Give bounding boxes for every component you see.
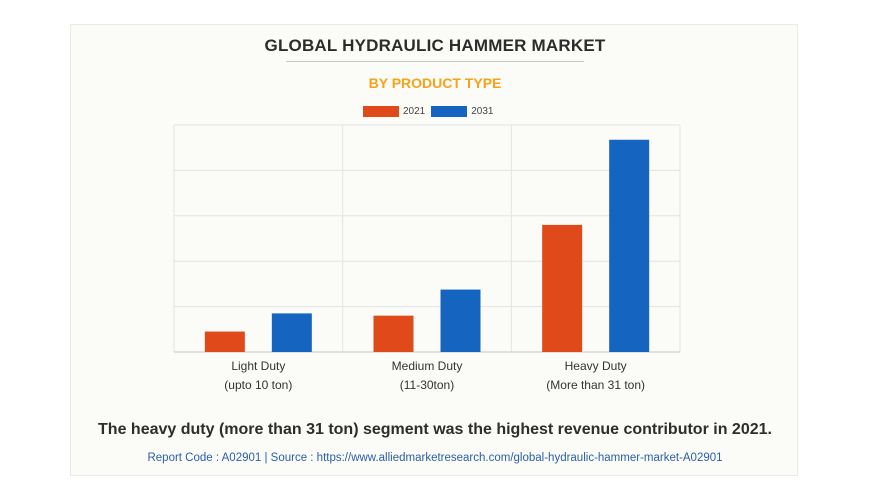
bar-2031-cat-1: [440, 289, 481, 352]
bar-2031-cat-0: [271, 313, 312, 352]
legend-swatch-2031: [431, 105, 468, 117]
chart-card: [70, 24, 798, 476]
key-takeaway: The heavy duty (more than 31 ton) segmen…: [98, 421, 772, 438]
x-tick-label-1-line-0: Medium Duty: [392, 359, 463, 373]
x-tick-label-1-line-1: (11-30ton): [400, 378, 454, 392]
legend-swatch-2021: [363, 105, 399, 117]
bar-2031-cat-2: [609, 139, 650, 352]
x-tick-label-0-line-1: (upto 10 ton): [224, 378, 292, 392]
bar-2021-cat-1: [373, 315, 414, 352]
x-tick-label-2-line-1: (More than 31 ton): [546, 378, 645, 392]
chart-title: GLOBAL HYDRAULIC HAMMER MARKET: [264, 36, 606, 55]
legend-item-2031: 2031: [431, 105, 494, 117]
legend-label-2031: 2031: [471, 105, 494, 117]
legend-item-2021: 2021: [363, 105, 426, 117]
x-tick-label-2-line-0: Heavy Duty: [565, 359, 627, 373]
bar-2021-cat-2: [542, 224, 583, 352]
x-tick-label-0-line-0: Light Duty: [231, 359, 285, 373]
report-source-footer: Report Code : A02901 | Source : https://…: [147, 452, 723, 464]
chart-subtitle: BY PRODUCT TYPE: [368, 75, 502, 91]
legend-label-2021: 2021: [403, 105, 426, 117]
title-divider: [286, 61, 584, 62]
bar-2021-cat-0: [204, 331, 245, 352]
chart-legend: 2021 2031: [363, 104, 500, 118]
